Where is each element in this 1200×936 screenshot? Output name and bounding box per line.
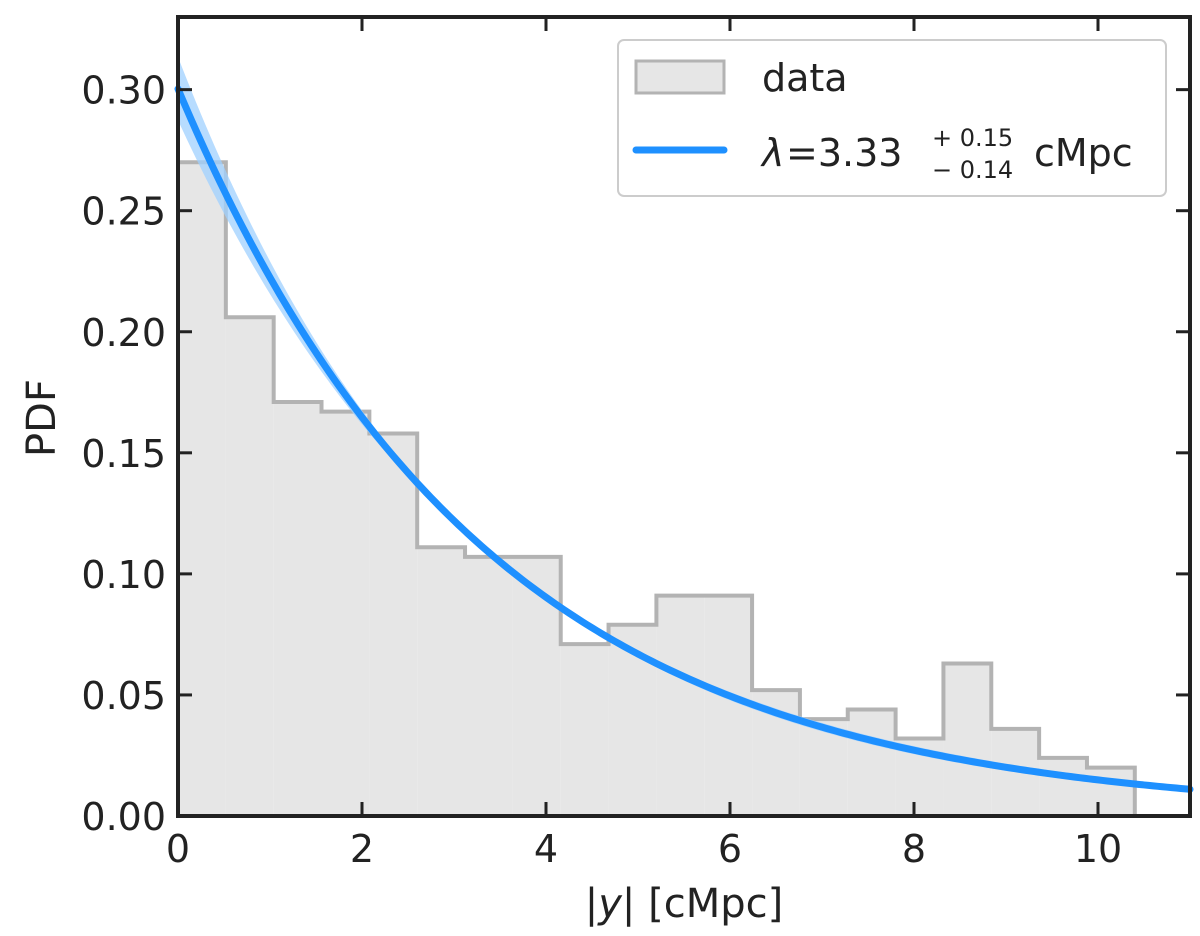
histogram-bar [704,595,753,816]
legend-data-label: data [762,56,848,100]
y-axis-label: PDF [19,379,65,457]
legend-fit-minus: − 0.14 [932,156,1013,184]
y-tick-label: 0.15 [81,432,166,476]
x-tick-label: 0 [166,827,190,871]
histogram-bar [225,317,274,816]
fit-line [174,85,1194,793]
legend: data λ =3.33 + 0.15 − 0.14 cMpc [617,39,1167,197]
y-tick-label: 0.20 [81,311,166,355]
histogram-bar [417,547,466,816]
x-tick-label: 4 [534,827,558,871]
histogram-bar [273,401,322,816]
histogram-bar [512,556,561,816]
plot-frame [176,15,1192,818]
y-tick-label: 0.00 [81,795,166,839]
y-tick-label: 0.05 [81,674,166,718]
histogram-bar [847,709,896,816]
histogram-bar [943,663,992,816]
histogram-bar [321,411,370,816]
y-tick-label: 0.30 [81,69,166,113]
y-tick-label: 0.10 [81,553,166,597]
legend-fit-plus: + 0.15 [932,124,1013,152]
histogram-bar [465,556,513,816]
fit-layer [174,57,1194,793]
tick-layer: 0 2 4 6 8 10 0.00 0.05 0.10 0.15 0.20 0.25 0.30 [81,17,1190,871]
legend-fit-value: =3.33 [786,131,902,175]
histogram-outline [176,160,1137,816]
x-tick-label: 8 [902,827,926,871]
histogram-bar [560,644,609,816]
legend-box [617,39,1167,197]
x-axis-label: |y| [cMpc] [585,881,783,927]
x-tick-label: 2 [350,827,374,871]
x-tick-label: 10 [1074,827,1122,871]
legend-fit-unit: cMpc [1034,131,1133,175]
histogram-bar [178,162,226,817]
histogram-bar [1086,767,1135,816]
y-tick-label: 0.25 [81,190,166,234]
legend-fit-lambda: λ [760,131,785,175]
histogram-bar [1039,757,1087,816]
histogram-bar [656,595,705,816]
axes-layer [176,15,1192,818]
x-tick-label: 6 [718,827,742,871]
histogram-bar [369,433,418,816]
histogram-layer [176,160,1137,817]
legend-data-swatch [634,59,726,95]
